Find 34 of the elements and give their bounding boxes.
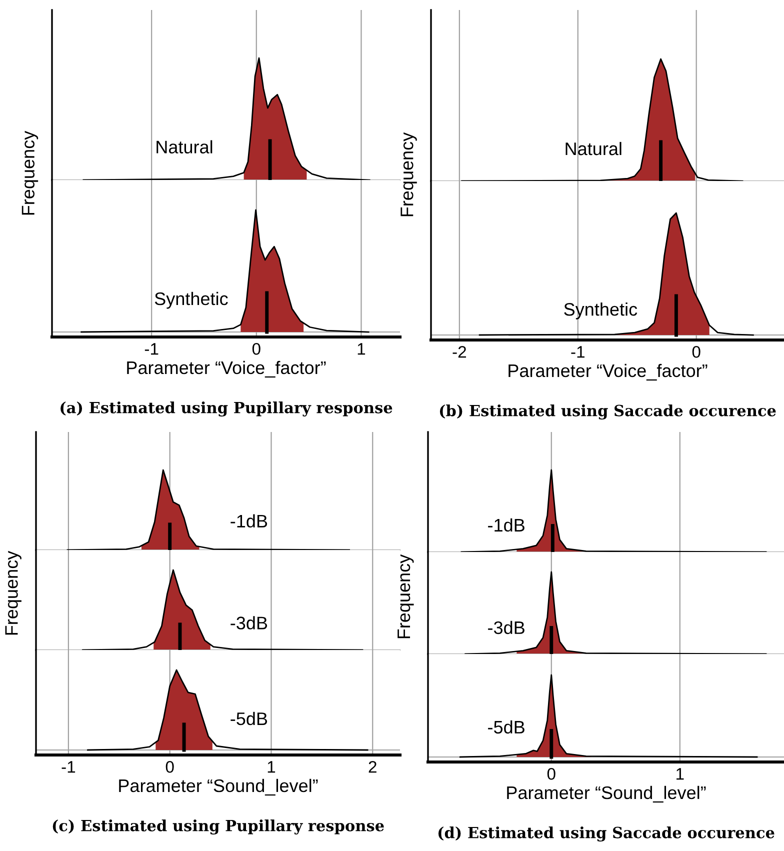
annotation: -1dB bbox=[230, 514, 268, 528]
x-tick-label: 1 bbox=[676, 768, 684, 780]
x-tick-label: 1 bbox=[358, 343, 366, 355]
x-tick-label: 1 bbox=[268, 761, 276, 773]
x-tick-label: -2 bbox=[452, 346, 466, 358]
x-tick-label: -1 bbox=[62, 761, 76, 773]
x-tick-label: -1 bbox=[144, 343, 158, 355]
y-axis-title: Frequency bbox=[22, 130, 38, 215]
annotation: -3dB bbox=[230, 616, 268, 630]
annotation: -5dB bbox=[230, 712, 268, 726]
annotation: Synthetic bbox=[564, 302, 638, 320]
annotation: Natural bbox=[566, 142, 622, 156]
y-axis-title: Frequency bbox=[5, 550, 22, 635]
x-axis-title: Parameter “Sound_level” bbox=[119, 778, 318, 796]
x-tick-label: 2 bbox=[368, 760, 376, 773]
x-axis-title: Parameter “Voice_factor” bbox=[127, 360, 326, 378]
text: (a) Estimated using Pupillary response bbox=[60, 402, 392, 416]
annotation: Synthetic bbox=[154, 292, 228, 309]
x-tick-label: 0 bbox=[252, 342, 260, 355]
text: (c) Estimated using Pupillary response bbox=[52, 820, 384, 834]
annotation: -5dB bbox=[488, 720, 524, 734]
x-axis-title: Parameter “Voice_factor” bbox=[508, 364, 708, 381]
y-axis-title: Frequency bbox=[400, 132, 417, 216]
annotation: -1dB bbox=[488, 518, 524, 532]
x-tick-label: 0 bbox=[692, 346, 700, 358]
x-tick-label: -1 bbox=[571, 346, 584, 358]
x-tick-label: 0 bbox=[166, 760, 174, 773]
text: (d) Estimated using Saccade occurence bbox=[438, 826, 774, 842]
text: (b) Estimated using Saccade occurence bbox=[440, 404, 776, 420]
x-axis-title: Parameter “Sound_level” bbox=[507, 786, 706, 803]
x-tick-label: 0 bbox=[547, 768, 556, 780]
y-axis-title: Frequency bbox=[398, 554, 414, 638]
annotation: Natural bbox=[156, 140, 212, 154]
annotation: -3dB bbox=[488, 620, 524, 634]
